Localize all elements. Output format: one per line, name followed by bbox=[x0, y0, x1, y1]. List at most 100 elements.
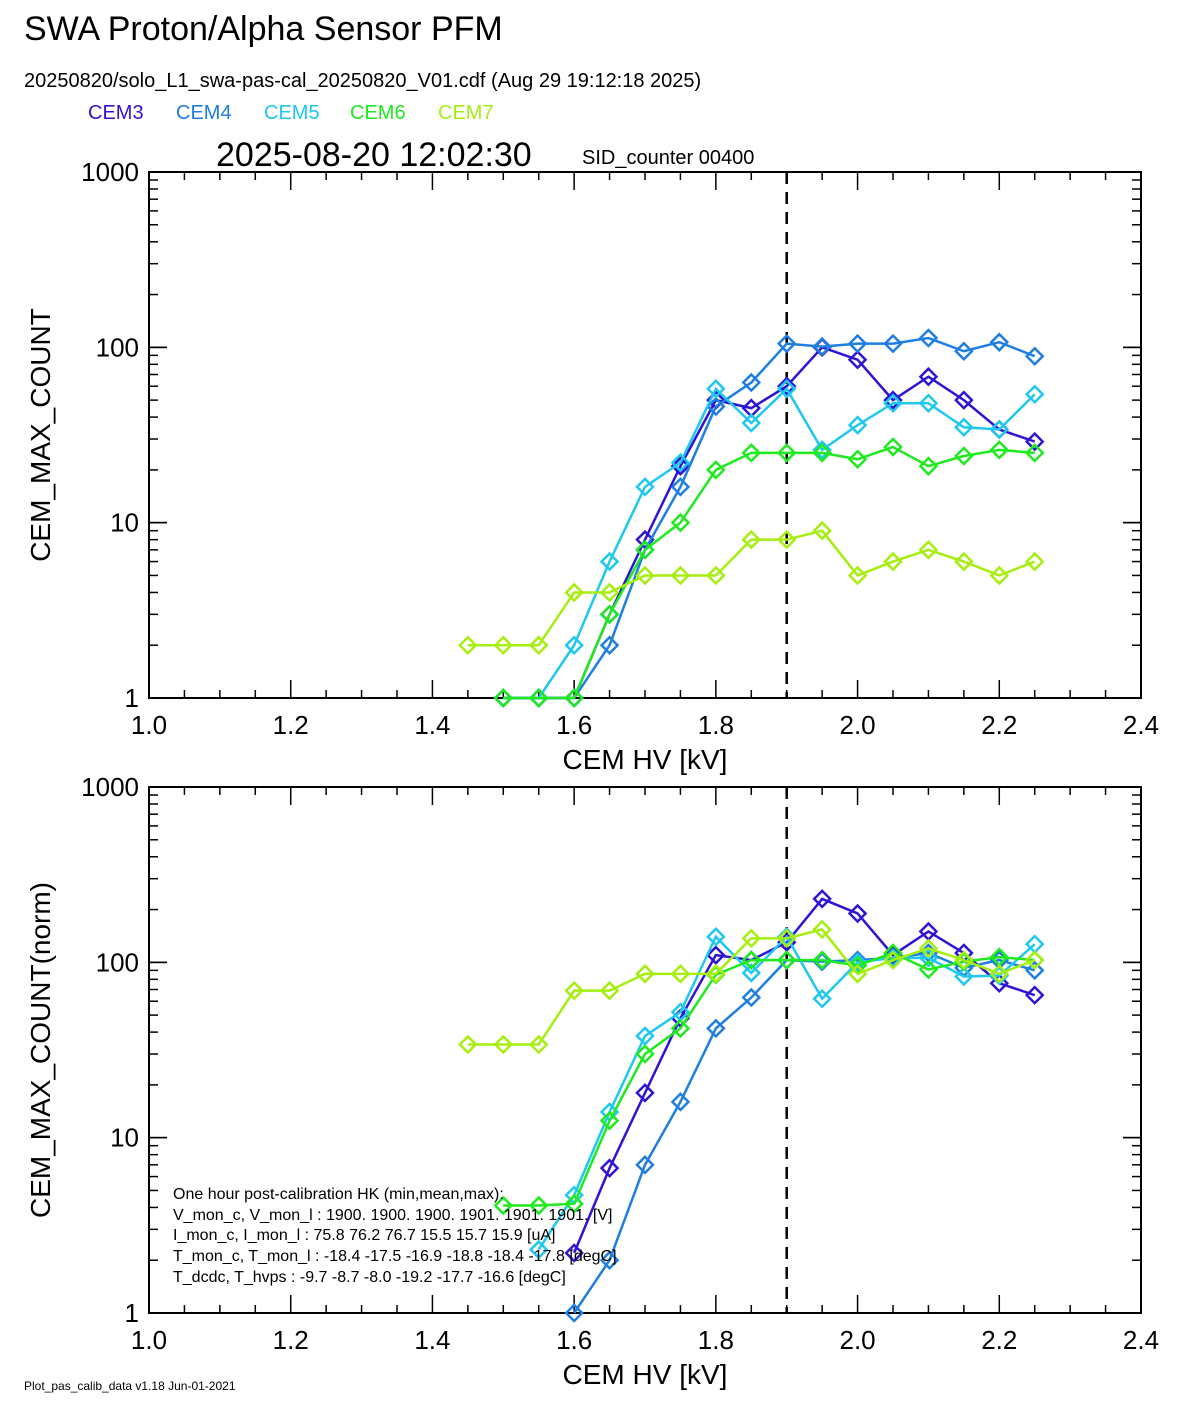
series-line-cem4 bbox=[503, 336, 1036, 700]
x-tick-label: 1.8 bbox=[698, 1325, 734, 1355]
data-point-cem5 bbox=[847, 952, 868, 973]
data-point-cem3 bbox=[954, 390, 974, 410]
data-point-cem4 bbox=[599, 635, 620, 655]
data-point-cem4 bbox=[1024, 960, 1045, 981]
data-point-cem7 bbox=[741, 928, 762, 949]
x-tick-label: 1.0 bbox=[131, 710, 167, 740]
x-tick-label: 1.4 bbox=[414, 710, 450, 740]
data-point-cem4 bbox=[741, 372, 762, 393]
data-point-cem6 bbox=[1024, 443, 1045, 463]
data-point-cem7 bbox=[776, 529, 797, 550]
data-point-cem3 bbox=[989, 973, 1010, 993]
data-point-cem4 bbox=[989, 332, 1010, 352]
data-point-cem5 bbox=[564, 635, 584, 655]
hk-line-3: T_mon_c, T_mon_l : -18.4 -17.5 -16.9 -18… bbox=[173, 1248, 617, 1265]
data-point-cem5 bbox=[706, 379, 726, 399]
data-point-cem6 bbox=[670, 512, 691, 533]
data-point-cem7 bbox=[635, 964, 655, 984]
data-point-cem4 bbox=[635, 1155, 655, 1175]
hk-line-4: T_dcdc, T_hvps : -9.7 -8.7 -8.0 -19.2 -1… bbox=[173, 1269, 566, 1286]
data-point-cem5 bbox=[918, 393, 939, 413]
data-point-cem6 bbox=[741, 950, 762, 970]
series-line-cem7 bbox=[467, 529, 1036, 647]
data-point-cem7 bbox=[706, 565, 726, 586]
data-point-cem6 bbox=[670, 1018, 691, 1039]
y-tick-label: 100 bbox=[96, 332, 139, 362]
data-point-cem3 bbox=[706, 945, 726, 965]
timestamp: 2025-08-20 12:02:30 bbox=[216, 136, 532, 174]
data-point-cem7 bbox=[493, 1034, 514, 1055]
y-axis: 1 10 100 1000 bbox=[81, 772, 1141, 1328]
data-point-cem7 bbox=[599, 980, 620, 1001]
x-tick-label: 2.4 bbox=[1123, 1325, 1159, 1355]
data-point-cem4 bbox=[1024, 346, 1045, 366]
data-point-cem4 bbox=[847, 950, 868, 970]
data-point-cem6 bbox=[776, 950, 797, 970]
x-tick-label: 1.6 bbox=[556, 1325, 592, 1355]
x-tick-label: 2.4 bbox=[1123, 710, 1159, 740]
data-point-cem3 bbox=[670, 456, 691, 476]
sid-counter: SID_counter 00400 bbox=[582, 147, 754, 169]
data-point-cem4 bbox=[847, 333, 868, 354]
data-point-cem7 bbox=[883, 950, 903, 970]
data-point-cem6 bbox=[706, 460, 726, 480]
data-point-cem6 bbox=[918, 959, 939, 980]
data-point-cem4 bbox=[706, 1018, 726, 1039]
hk-line-1: V_mon_c, V_mon_l : 1900. 1900. 1900. 190… bbox=[173, 1207, 612, 1224]
data-point-cem3 bbox=[635, 1083, 655, 1103]
data-point-cem4 bbox=[954, 341, 974, 362]
data-point-cem5 bbox=[635, 1026, 655, 1046]
data-point-cem6 bbox=[493, 688, 514, 708]
x-tick-label: 1.2 bbox=[273, 1325, 309, 1355]
data-point-cem7 bbox=[812, 919, 832, 940]
series-line-cem6 bbox=[503, 445, 1035, 700]
data-point-cem4 bbox=[599, 1250, 620, 1270]
data-point-cem5 bbox=[776, 379, 797, 399]
data-point-cem5 bbox=[599, 551, 620, 572]
y-axis-label: CEM_MAX_COUNT bbox=[25, 308, 56, 562]
data-point-cem4 bbox=[670, 477, 691, 497]
data-point-cem3 bbox=[883, 945, 903, 965]
data-point-cem6 bbox=[635, 1044, 655, 1064]
data-point-cem3 bbox=[1024, 431, 1045, 452]
data-point-cem6 bbox=[741, 443, 762, 463]
data-point-cem3 bbox=[883, 390, 903, 410]
data-point-cem7 bbox=[1024, 551, 1045, 572]
x-tick-label: 1.4 bbox=[414, 1325, 450, 1355]
data-point-cem7 bbox=[706, 964, 726, 984]
data-point-cem6 bbox=[776, 443, 797, 463]
data-point-cem5 bbox=[528, 1239, 549, 1260]
data-point-cem7 bbox=[847, 964, 868, 984]
data-point-cem7 bbox=[954, 551, 974, 572]
data-point-cem3 bbox=[1024, 985, 1045, 1005]
x-axis: 1.0 1.2 1.4 1.6 1.8 2.0 2.2 2.4 bbox=[131, 172, 1159, 740]
data-point-cem6 bbox=[989, 440, 1010, 460]
data-point-cem5 bbox=[741, 413, 762, 433]
data-point-cem5 bbox=[635, 477, 655, 497]
data-point-cem7 bbox=[564, 582, 584, 603]
y-axis-label: CEM_MAX_COUNT(norm) bbox=[25, 882, 56, 1218]
plot-bottom: 1.0 1.2 1.4 1.6 1.8 2.0 2.2 2.4 CEM HV [kV] 1 10 10… bbox=[25, 772, 1159, 1390]
x-tick-label: 2.2 bbox=[981, 1325, 1017, 1355]
data-point-cem7 bbox=[954, 950, 974, 970]
data-point-cem3 bbox=[812, 889, 832, 909]
data-point-cem5 bbox=[706, 926, 726, 947]
data-point-cem7 bbox=[989, 964, 1010, 984]
data-point-cem5 bbox=[812, 988, 832, 1009]
data-point-cem7 bbox=[918, 540, 939, 560]
data-point-cem3 bbox=[847, 349, 868, 370]
data-point-cem5 bbox=[954, 966, 974, 987]
data-point-cem6 bbox=[812, 443, 832, 463]
x-tick-label: 1.6 bbox=[556, 710, 592, 740]
data-point-cem6 bbox=[564, 688, 584, 708]
data-point-cem3 bbox=[599, 1158, 620, 1178]
data-point-cem7 bbox=[564, 980, 584, 1001]
data-point-cem6 bbox=[635, 540, 655, 560]
plot-frame bbox=[148, 171, 1142, 699]
footer-version: Plot_pas_calib_data v1.18 Jun-01-2021 bbox=[24, 1379, 236, 1393]
data-point-cem7 bbox=[493, 635, 514, 655]
data-point-cem4 bbox=[706, 396, 726, 417]
data-point-cem6 bbox=[954, 446, 974, 466]
series-group bbox=[458, 328, 1045, 708]
data-point-cem6 bbox=[812, 950, 832, 970]
